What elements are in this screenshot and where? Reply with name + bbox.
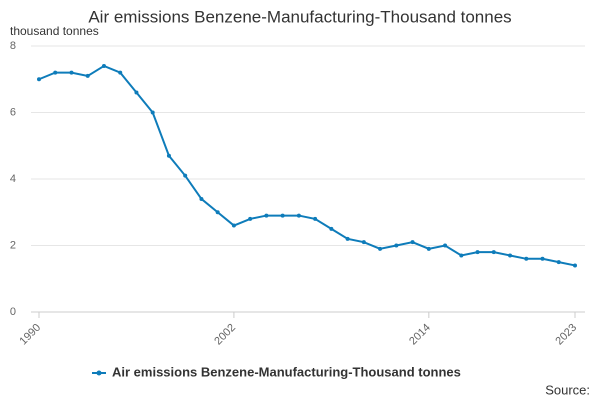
x-tick-label: 2014 (407, 322, 433, 348)
point (459, 253, 464, 258)
point (540, 256, 545, 261)
point (134, 90, 139, 95)
point (101, 63, 106, 68)
point (491, 250, 496, 255)
y-tick-label: 2 (10, 239, 16, 251)
point (524, 256, 529, 261)
point (361, 240, 366, 245)
point (248, 216, 253, 221)
point (183, 173, 188, 178)
point (573, 263, 577, 268)
point (85, 73, 90, 78)
point (475, 250, 480, 255)
point (296, 213, 301, 218)
legend-marker (96, 370, 102, 376)
point (556, 260, 561, 265)
y-axis-label: thousand tonnes (10, 24, 99, 38)
point (313, 216, 318, 221)
point (37, 77, 41, 82)
legend-label: Air emissions Benzene-Manufacturing-Thou… (112, 364, 461, 379)
x-tick-label: 2023 (553, 322, 579, 348)
point (280, 213, 285, 218)
point (394, 243, 399, 248)
point (329, 226, 334, 231)
point (150, 110, 155, 115)
series-line (38, 64, 576, 267)
point (231, 223, 236, 228)
point (264, 213, 269, 218)
chart-title: Air emissions Benzene-Manufacturing-Thou… (88, 7, 511, 26)
point (410, 240, 415, 245)
point (508, 253, 513, 258)
point (199, 196, 204, 201)
y-tick-label: 4 (10, 173, 16, 185)
x-tick-label: 2002 (212, 322, 238, 348)
point (378, 246, 383, 251)
x-tick-label: 1990 (17, 322, 43, 348)
point (443, 243, 448, 248)
point (345, 236, 350, 241)
point (118, 70, 123, 75)
y-tick-label: 0 (10, 306, 16, 318)
point (166, 153, 171, 158)
point (69, 70, 74, 75)
point (53, 70, 58, 75)
y-tick-label: 6 (10, 106, 16, 118)
point (426, 246, 431, 251)
source: Source: (545, 382, 590, 397)
y-tick-label: 8 (10, 40, 16, 52)
point (215, 210, 220, 215)
